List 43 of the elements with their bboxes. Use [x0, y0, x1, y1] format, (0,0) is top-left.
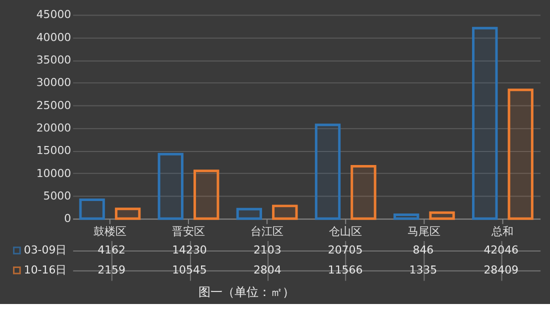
bar: [114, 208, 141, 220]
data-label: 10545: [172, 263, 207, 276]
data-label: 2804: [253, 263, 282, 276]
x-tick-label: 仓山区: [329, 225, 362, 238]
data-label: 11566: [328, 263, 363, 276]
bar: [429, 211, 455, 220]
data-label: 4162: [98, 243, 126, 256]
text: 图一（单位：㎡）: [198, 285, 295, 300]
x-tick-label: 鼓楼区: [93, 225, 126, 238]
data-label: 2103: [253, 243, 282, 256]
bar: [193, 170, 220, 220]
y-tick-label: 30000: [36, 76, 72, 90]
bar: [508, 88, 534, 220]
bar: [350, 164, 376, 220]
y-tick-label: 15000: [36, 144, 72, 158]
y-tick-label: 25000: [36, 98, 72, 112]
y-tick-label: 45000: [36, 8, 72, 22]
y-tick-label: 35000: [36, 54, 72, 67]
data-label: 2159: [98, 263, 126, 276]
data-label: 20705: [328, 243, 363, 256]
x-tick-label: 总和: [490, 225, 514, 238]
x-tick-label: 台江区: [250, 225, 284, 238]
bar: [158, 152, 184, 220]
legend-label: 03-09日: [24, 243, 67, 256]
y-tick-label: 40000: [36, 30, 72, 44]
legend-label: 10-16日: [24, 263, 67, 276]
y-tick-label: 5000: [43, 189, 72, 202]
bar: [393, 214, 420, 220]
x-tick-label: 晋安区: [172, 225, 205, 238]
y-tick-label: 0: [64, 212, 72, 226]
bar: [272, 204, 298, 220]
y-tick-label: 10000: [36, 166, 72, 180]
bar: [314, 124, 341, 220]
bar: [79, 198, 105, 220]
x-tick-label: 马尾区: [408, 225, 441, 238]
bar: [236, 208, 262, 220]
data-label: 28409: [484, 263, 519, 276]
data-label: 846: [412, 243, 434, 256]
bar: [472, 26, 498, 220]
y-tick-label: 20000: [36, 122, 72, 134]
data-label: 14230: [172, 243, 207, 256]
data-label: 1335: [409, 263, 438, 276]
data-label: 42046: [484, 243, 519, 256]
